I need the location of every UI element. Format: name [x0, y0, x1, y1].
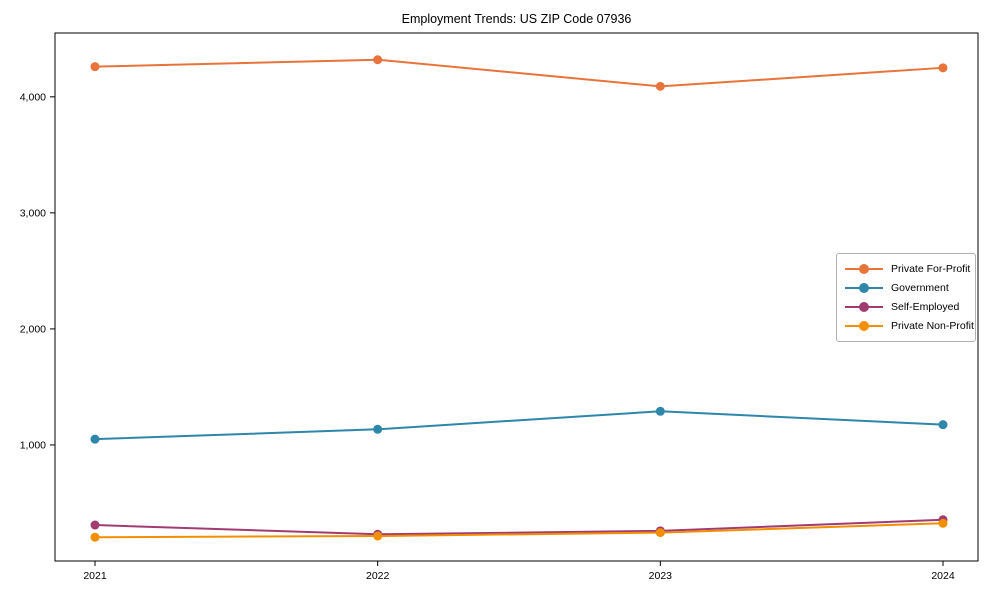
series-marker-government [938, 420, 948, 430]
series-marker-government [655, 406, 665, 416]
series-marker-private-for-profit [373, 55, 383, 65]
series-marker-private-non-profit [90, 532, 100, 542]
series-marker-private-non-profit [938, 518, 948, 528]
series-line-private-for-profit [94, 58, 944, 88]
series-line-government [94, 410, 944, 441]
series-marker-private-for-profit [655, 81, 665, 91]
legend-entry: Government [845, 279, 967, 297]
legend-label: Self-Employed [891, 301, 960, 313]
legend-label: Private Non-Profit [891, 320, 974, 332]
legend-line-marker-icon [845, 321, 883, 331]
legend-line-marker-icon [845, 264, 883, 274]
legend-entry: Self-Employed [845, 298, 967, 316]
x-tick-label: 2024 [931, 570, 955, 582]
x-tick-label: 2023 [649, 570, 673, 582]
axes-frame [54, 32, 979, 562]
series-marker-private-for-profit [90, 62, 100, 72]
y-tick-label: 4,000 [20, 91, 46, 103]
series-marker-self-employed [90, 520, 100, 530]
legend-entry: Private For-Profit [845, 260, 971, 278]
legend-label: Private For-Profit [891, 263, 971, 275]
series-marker-private-non-profit [373, 531, 383, 541]
legend-line-marker-icon [845, 283, 883, 293]
chart-title: Employment Trends: US ZIP Code 07936 [401, 12, 632, 26]
legend: Private For-Profit Government Self-Employe… [836, 253, 976, 342]
series-marker-government [373, 424, 383, 434]
series-marker-private-for-profit [938, 63, 948, 73]
legend-entry: Private Non-Profit [845, 317, 974, 335]
x-tick-label: 2022 [366, 570, 390, 582]
y-tick-label: 1,000 [20, 439, 46, 451]
legend-label: Government [891, 282, 949, 294]
y-tick-label: 2,000 [20, 323, 46, 335]
series-marker-private-non-profit [655, 528, 665, 538]
legend-line-marker-icon [845, 302, 883, 312]
x-tick-label: 2021 [83, 570, 107, 582]
series-marker-government [90, 434, 100, 444]
y-tick-label: 3,000 [20, 207, 46, 219]
series-line-self-employed [94, 518, 944, 536]
series-line-private-non-profit [94, 522, 944, 539]
